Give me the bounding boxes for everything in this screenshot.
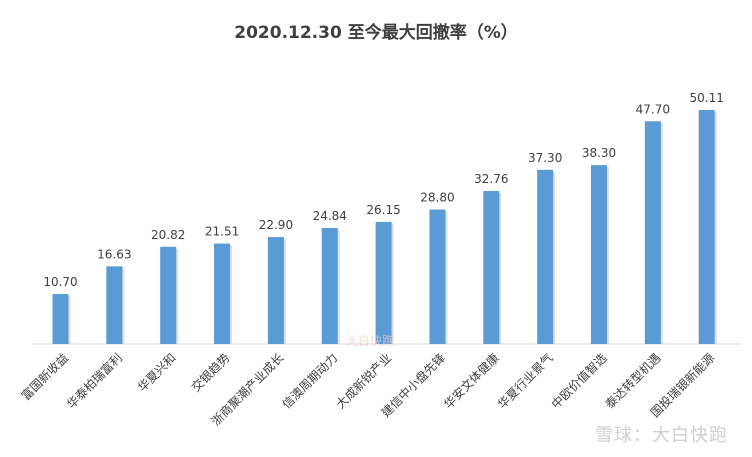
category-label-10: 中欧价值智选 [548, 350, 610, 412]
bar-8 [483, 191, 500, 344]
center-watermark: 大白快跑 [346, 334, 395, 348]
bar-2 [160, 246, 177, 344]
chart-title: 2020.12.30 至今最大回撤率（%） [234, 23, 518, 43]
bar-7 [429, 209, 446, 344]
bar-1 [106, 266, 123, 344]
bar-9 [537, 169, 554, 344]
value-label-4: 22.90 [259, 218, 293, 232]
value-label-8: 32.76 [474, 172, 508, 186]
value-label-0: 10.70 [43, 275, 77, 289]
bar-10 [591, 165, 607, 344]
value-label-3: 21.51 [205, 225, 239, 239]
xueqiu-watermark: 雪球：大白快跑 [595, 425, 728, 446]
category-label-2: 华夏兴和 [135, 351, 179, 395]
bar-6 [375, 221, 392, 344]
value-label-11: 47.70 [636, 102, 670, 116]
category-label-6: 大成新锐产业 [333, 350, 395, 412]
value-label-7: 28.80 [420, 191, 454, 205]
bar-3 [214, 243, 231, 344]
category-label-1: 华泰柏瑞富利 [63, 350, 125, 412]
bar-5 [321, 228, 338, 344]
bar-12 [698, 110, 715, 344]
category-label-0: 富国新收益 [18, 350, 71, 403]
category-label-11: 泰达转型机遇 [602, 350, 664, 412]
bar-0 [52, 294, 69, 344]
value-label-2: 20.82 [151, 228, 185, 242]
bar-4 [267, 237, 284, 344]
bar-11 [644, 121, 661, 344]
category-label-3: 交银趋势 [188, 350, 233, 395]
category-label-9: 华夏行业景气 [494, 350, 556, 412]
value-label-12: 50.11 [690, 91, 724, 105]
category-label-8: 华安文体健康 [440, 350, 502, 412]
category-label-5: 信澳周期动力 [280, 351, 341, 412]
value-label-6: 26.15 [366, 203, 400, 217]
value-label-9: 37.30 [528, 151, 562, 165]
value-label-1: 16.63 [97, 247, 131, 261]
value-label-10: 38.30 [582, 146, 616, 160]
value-label-5: 24.84 [313, 209, 347, 223]
